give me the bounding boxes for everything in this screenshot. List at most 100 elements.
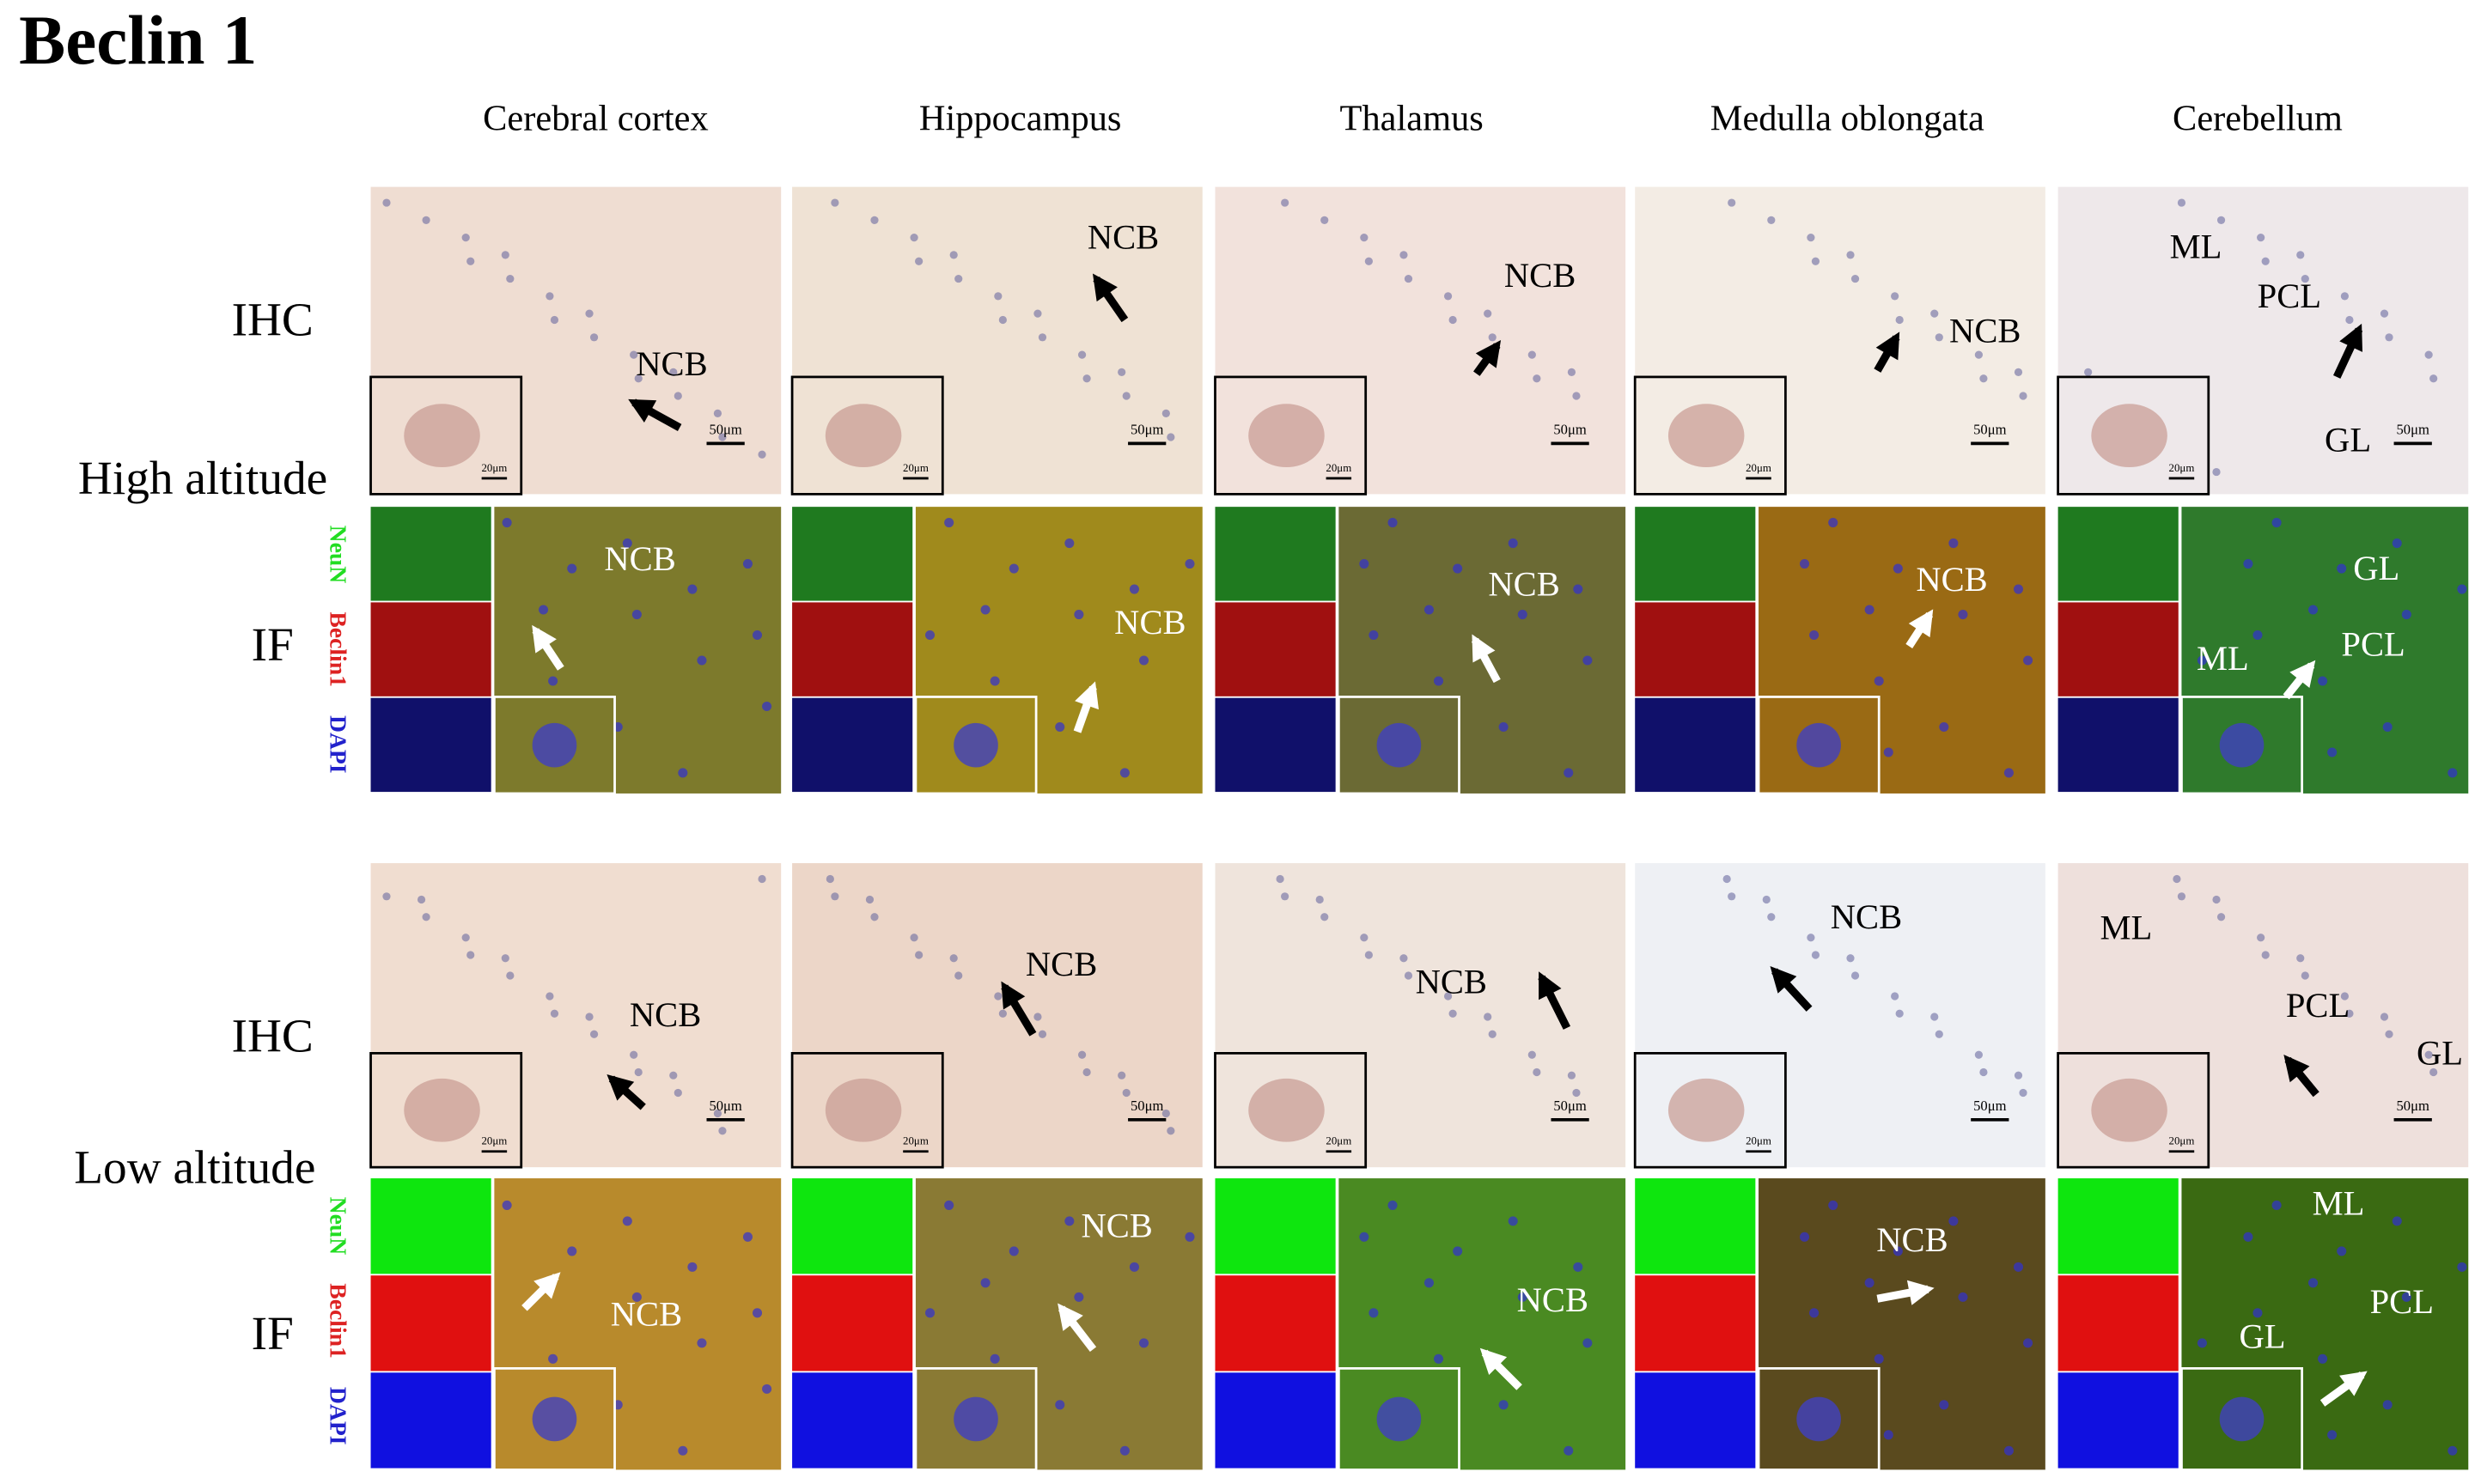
cell-nucleus xyxy=(831,198,839,207)
cell-nucleus xyxy=(1939,1400,1949,1410)
cell-nucleus xyxy=(990,1353,1000,1364)
cell-nucleus xyxy=(1948,1216,1959,1226)
cell-nucleus xyxy=(2457,584,2467,594)
cell-nucleus xyxy=(762,1384,772,1394)
cell-nucleus xyxy=(1807,934,1815,942)
arrow-head xyxy=(1092,273,1118,302)
region-label: ML xyxy=(2313,1184,2365,1223)
channel-image xyxy=(792,1275,913,1371)
cell-nucleus xyxy=(1893,563,1903,574)
cell-nucleus xyxy=(567,1246,577,1256)
cell-nucleus xyxy=(669,368,678,376)
cell-nucleus xyxy=(1009,1246,1019,1256)
cell-nucleus xyxy=(1167,433,1175,441)
inset-scale-bar-label: 20μm xyxy=(903,462,929,474)
cell-nucleus xyxy=(2243,1232,2253,1242)
cell-nucleus xyxy=(1811,257,1820,265)
inset-cell xyxy=(954,1396,998,1442)
inset-cell xyxy=(404,404,480,468)
arrow-head xyxy=(1075,681,1099,710)
cell-nucleus xyxy=(1939,721,1949,733)
cell-nucleus xyxy=(2177,892,2186,901)
cell-nucleus xyxy=(687,1262,698,1272)
cell-nucleus xyxy=(1064,538,1075,549)
cell-nucleus xyxy=(1448,315,1457,325)
cell-nucleus xyxy=(669,1071,678,1080)
channel-image xyxy=(2057,1275,2179,1371)
cell-nucleus xyxy=(742,1232,753,1242)
channel-image xyxy=(2057,697,2179,793)
cell-nucleus xyxy=(1974,1050,1984,1059)
cell-nucleus xyxy=(1138,655,1149,666)
cell-nucleus xyxy=(2382,721,2393,733)
cell-nucleus xyxy=(550,315,559,325)
region-label: ML xyxy=(2100,909,2152,947)
cell-nucleus xyxy=(1850,274,1860,283)
cell-nucleus xyxy=(954,274,963,283)
arrow-head xyxy=(532,624,557,654)
cell-nucleus xyxy=(1359,1232,1369,1242)
channel-image xyxy=(370,602,491,696)
cell-nucleus xyxy=(949,954,958,963)
cell-nucleus xyxy=(1281,892,1289,901)
channel-label: NeuN xyxy=(326,1197,352,1256)
channel-label: Beclin1 xyxy=(326,611,352,687)
arrow-head xyxy=(1539,971,1562,1000)
cell-nucleus xyxy=(1864,605,1874,615)
arrow-head xyxy=(533,1272,561,1299)
channel-image xyxy=(792,602,913,696)
row-label: IF xyxy=(252,1307,294,1359)
cell-nucleus xyxy=(589,333,599,342)
cell-nucleus xyxy=(870,913,879,921)
scale-bar-label: 50μm xyxy=(1553,1098,1586,1114)
cell-nucleus xyxy=(1064,1216,1075,1226)
cell-nucleus xyxy=(980,1278,991,1288)
cell-nucleus xyxy=(2023,1338,2033,1348)
cell-nucleus xyxy=(2337,1246,2347,1256)
cell-nucleus xyxy=(1488,333,1497,342)
cell-nucleus xyxy=(630,350,638,359)
cell-nucleus xyxy=(1508,538,1518,549)
cell-nucleus xyxy=(1320,913,1329,921)
cell-nucleus xyxy=(2345,1009,2354,1018)
region-label: GL xyxy=(2353,549,2399,587)
cell-nucleus xyxy=(2019,392,2027,400)
arrow-head xyxy=(2339,1371,2368,1396)
cell-nucleus xyxy=(2216,216,2226,224)
cell-nucleus xyxy=(2380,309,2389,318)
cell-nucleus xyxy=(546,292,554,301)
cell-nucleus xyxy=(1185,1232,1195,1242)
cell-nucleus xyxy=(2318,676,2328,686)
cell-nucleus xyxy=(1874,1353,1884,1364)
cell-nucleus xyxy=(2013,584,2024,594)
arrow-head xyxy=(1001,981,1026,1010)
region-label: GL xyxy=(2239,1317,2285,1355)
cell-nucleus xyxy=(674,1088,682,1098)
inset-cell xyxy=(825,404,902,468)
cell-nucleus xyxy=(2296,954,2305,963)
scale-bar-label: 50μm xyxy=(2397,1098,2429,1114)
cell-nucleus xyxy=(1573,1262,1583,1272)
cell-nucleus xyxy=(1891,292,1899,301)
cell-nucleus xyxy=(1564,1445,1574,1456)
cell-nucleus xyxy=(1399,954,1408,963)
channel-image xyxy=(370,697,491,793)
cell-nucleus xyxy=(2197,1338,2207,1348)
inset-scale-bar-label: 20μm xyxy=(2169,1135,2195,1147)
cell-nucleus xyxy=(2261,951,2270,959)
cell-nucleus xyxy=(1185,558,1195,569)
scale-bar-label: 50μm xyxy=(1131,1098,1163,1114)
cell-nucleus xyxy=(687,584,698,594)
cell-nucleus xyxy=(1508,1216,1518,1226)
region-label: NCB xyxy=(1916,560,1987,599)
cell-nucleus xyxy=(1572,1088,1581,1098)
arrow-head xyxy=(2289,660,2316,689)
inset-scale-bar-label: 20μm xyxy=(1326,1135,1351,1147)
cell-nucleus xyxy=(589,1030,599,1038)
cell-nucleus xyxy=(634,374,643,383)
cell-nucleus xyxy=(865,895,875,904)
cell-nucleus xyxy=(2271,518,2282,528)
cell-nucleus xyxy=(697,655,707,666)
cell-nucleus xyxy=(2380,1013,2389,1021)
cell-nucleus xyxy=(2307,605,2319,615)
